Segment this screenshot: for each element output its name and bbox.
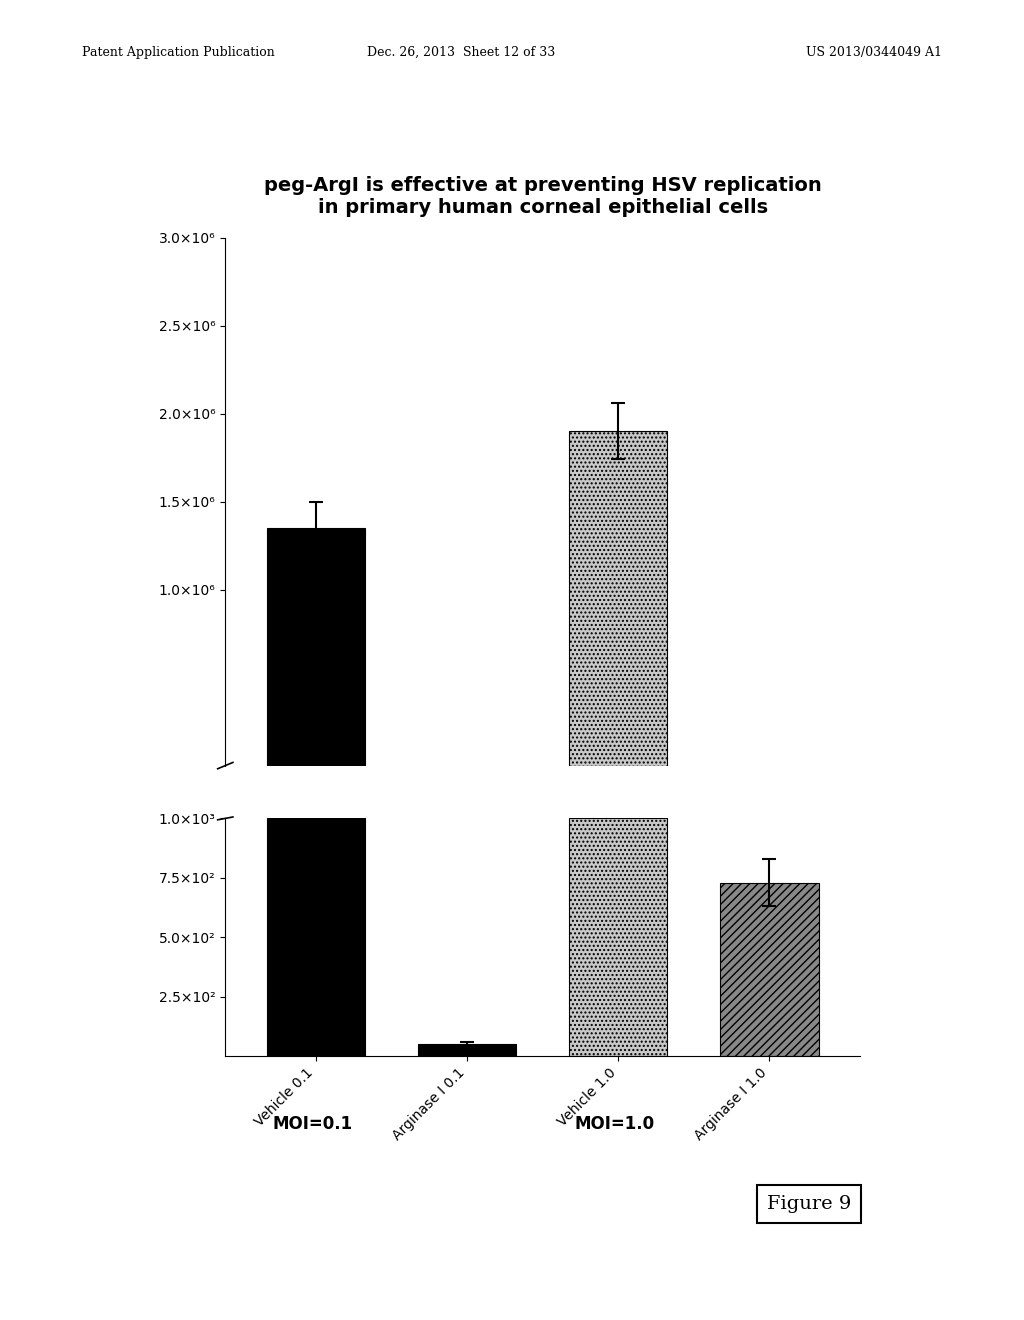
Text: Patent Application Publication: Patent Application Publication [82,46,274,59]
Bar [569,432,668,766]
Text: Figure 9: Figure 9 [767,1195,851,1213]
Bar [720,883,818,1056]
Bar [267,528,366,766]
Bar [418,1044,516,1056]
Text: MOI=0.1: MOI=0.1 [272,1115,352,1134]
Title: peg-ArgI is effective at preventing HSV replication
in primary human corneal epi: peg-ArgI is effective at preventing HSV … [264,176,821,216]
Bar [569,818,668,1056]
Text: Dec. 26, 2013  Sheet 12 of 33: Dec. 26, 2013 Sheet 12 of 33 [367,46,555,59]
Text: US 2013/0344049 A1: US 2013/0344049 A1 [806,46,942,59]
Text: MOI=1.0: MOI=1.0 [574,1115,654,1134]
Bar [267,818,366,1056]
